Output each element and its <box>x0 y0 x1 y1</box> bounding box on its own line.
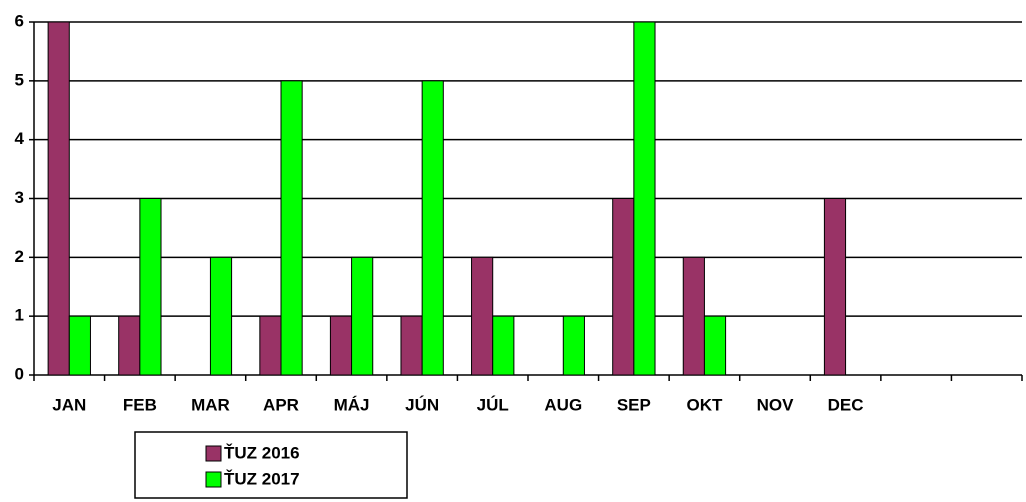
x-tick-label: DEC <box>828 395 864 414</box>
x-tick-label: APR <box>263 395 299 414</box>
bar <box>562 315 585 376</box>
y-tick-label: 4 <box>15 129 25 148</box>
legend-label: ŤUZ 2017 <box>224 469 300 488</box>
y-tick-label: 6 <box>15 11 24 30</box>
bar <box>421 80 444 376</box>
bar <box>68 315 91 376</box>
x-tick-label: JÚL <box>477 395 509 414</box>
x-tick-label: MÁJ <box>334 395 370 414</box>
bar <box>118 315 141 376</box>
y-tick-label: 3 <box>15 188 24 207</box>
bar <box>612 198 635 376</box>
x-tick-label: JÚN <box>405 395 439 414</box>
bar <box>209 256 233 376</box>
bar <box>280 80 303 376</box>
bar <box>471 256 494 376</box>
legend-box <box>134 431 408 499</box>
x-tick-label: FEB <box>123 395 157 414</box>
bar <box>47 21 70 376</box>
y-tick-label: 1 <box>15 306 24 325</box>
bar <box>682 256 705 376</box>
bar <box>492 315 515 376</box>
bar <box>139 198 162 376</box>
x-tick-label: AUG <box>544 395 582 414</box>
y-tick-label: 0 <box>15 364 24 383</box>
legend-swatch <box>205 445 222 462</box>
bar <box>633 21 656 376</box>
bar <box>329 315 353 376</box>
y-tick-label: 5 <box>15 70 24 89</box>
x-tick-label: MAR <box>191 395 230 414</box>
x-tick-label: NOV <box>757 395 795 414</box>
x-tick-label: OKT <box>686 395 723 414</box>
legend-swatch <box>205 471 222 488</box>
x-tick-label: SEP <box>617 395 651 414</box>
x-tick-label: JAN <box>52 395 86 414</box>
bar <box>823 198 847 376</box>
legend-label: ŤUZ 2016 <box>224 443 300 462</box>
bar <box>351 256 374 376</box>
bar <box>259 315 282 376</box>
bar <box>703 315 727 376</box>
y-tick-label: 2 <box>15 247 24 266</box>
bar <box>400 315 423 376</box>
